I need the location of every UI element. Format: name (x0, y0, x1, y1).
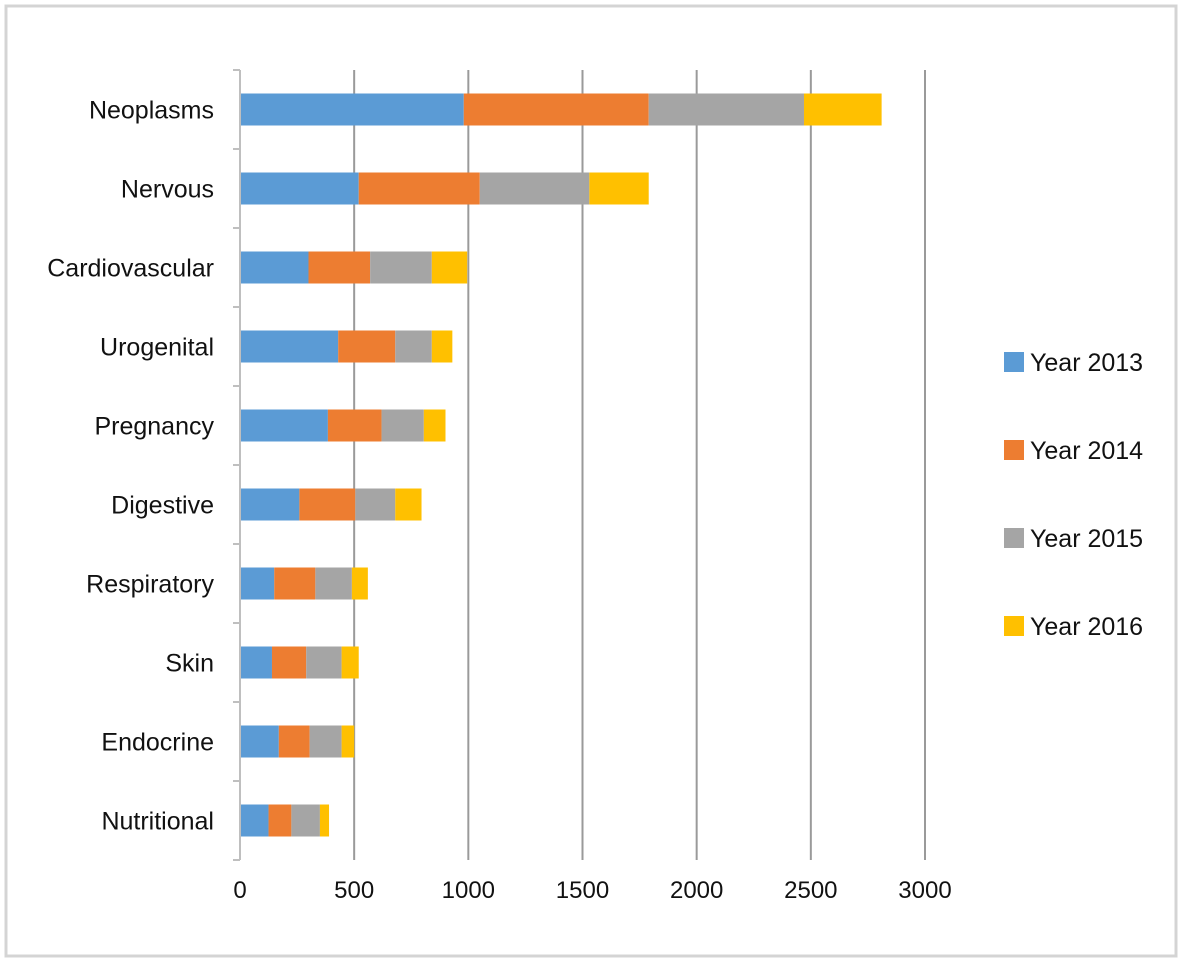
bar-segment (274, 567, 316, 600)
category-label: Respiratory (86, 571, 214, 599)
legend: Year 2013 Year 2014 Year 2015 Year 2016 (1004, 349, 1143, 641)
bar-segment (589, 172, 649, 205)
x-tick-label: 500 (334, 877, 374, 904)
category-label: Cardiovascular (47, 255, 214, 283)
x-tick-label: 2500 (784, 877, 837, 904)
bar-segment (381, 409, 424, 442)
bar-segment (240, 725, 279, 758)
legend-label: Year 2016 (1030, 613, 1143, 641)
x-tick-label: 2000 (670, 877, 723, 904)
bar-segment (341, 725, 355, 758)
bar-segment (395, 330, 432, 363)
category-label: Endocrine (101, 729, 214, 757)
bar-segment (240, 172, 359, 205)
bar-segment (240, 646, 272, 679)
bar-segment (479, 172, 590, 205)
x-tick-label: 3000 (898, 877, 951, 904)
bar-segment (240, 488, 300, 521)
category-label: Nutritional (101, 808, 214, 836)
category-label: Pregnancy (94, 413, 214, 441)
bar-segment (423, 409, 446, 442)
bar-segment (271, 646, 307, 679)
bar-segment (240, 330, 339, 363)
bar-segment (315, 567, 352, 600)
bar-segment (308, 251, 371, 284)
category-label: Neoplasms (89, 97, 214, 125)
category-label: Skin (165, 650, 214, 678)
bar-segment (351, 567, 368, 600)
bar-segment (240, 409, 328, 442)
legend-swatch (1004, 440, 1024, 460)
bar-segment (240, 567, 275, 600)
bar-segment (327, 409, 382, 442)
axes (233, 69, 241, 861)
x-tick-label: 1500 (556, 877, 609, 904)
bar-segment (309, 725, 342, 758)
bar-segment (395, 488, 422, 521)
legend-label: Year 2013 (1030, 349, 1143, 377)
bar-segment (648, 93, 804, 126)
category-label: Nervous (121, 176, 214, 204)
bar-segment (341, 646, 359, 679)
bar-segment (299, 488, 356, 521)
bars (240, 93, 882, 837)
bar-segment (463, 93, 649, 126)
x-tick-label: 1000 (442, 877, 495, 904)
bar-segment (338, 330, 396, 363)
legend-label: Year 2014 (1030, 437, 1143, 465)
legend-label: Year 2015 (1030, 525, 1143, 553)
bar-segment (319, 804, 330, 837)
x-tick-labels: 0 500 1000 1500 2000 2500 3000 (233, 877, 951, 904)
category-labels: Neoplasms Nervous Cardiovascular Urogenital… (47, 97, 214, 836)
category-label: Urogenital (100, 334, 214, 362)
bar-segment (431, 330, 453, 363)
legend-swatch (1004, 616, 1024, 636)
bar-segment (431, 251, 468, 284)
bar-segment (370, 251, 432, 284)
bar-segment (240, 93, 464, 126)
bar-segment (268, 804, 292, 837)
bar-segment (240, 804, 269, 837)
bar-segment (358, 172, 480, 205)
bar-segment (240, 251, 309, 284)
bar-segment (291, 804, 320, 837)
x-tick-label: 0 (233, 877, 246, 904)
category-label: Digestive (111, 492, 214, 520)
bar-segment (306, 646, 342, 679)
bar-segment (355, 488, 396, 521)
legend-swatch (1004, 352, 1024, 372)
legend-swatch (1004, 528, 1024, 548)
bar-segment (803, 93, 882, 126)
bar-segment (278, 725, 310, 758)
chart-border (4, 4, 1178, 958)
